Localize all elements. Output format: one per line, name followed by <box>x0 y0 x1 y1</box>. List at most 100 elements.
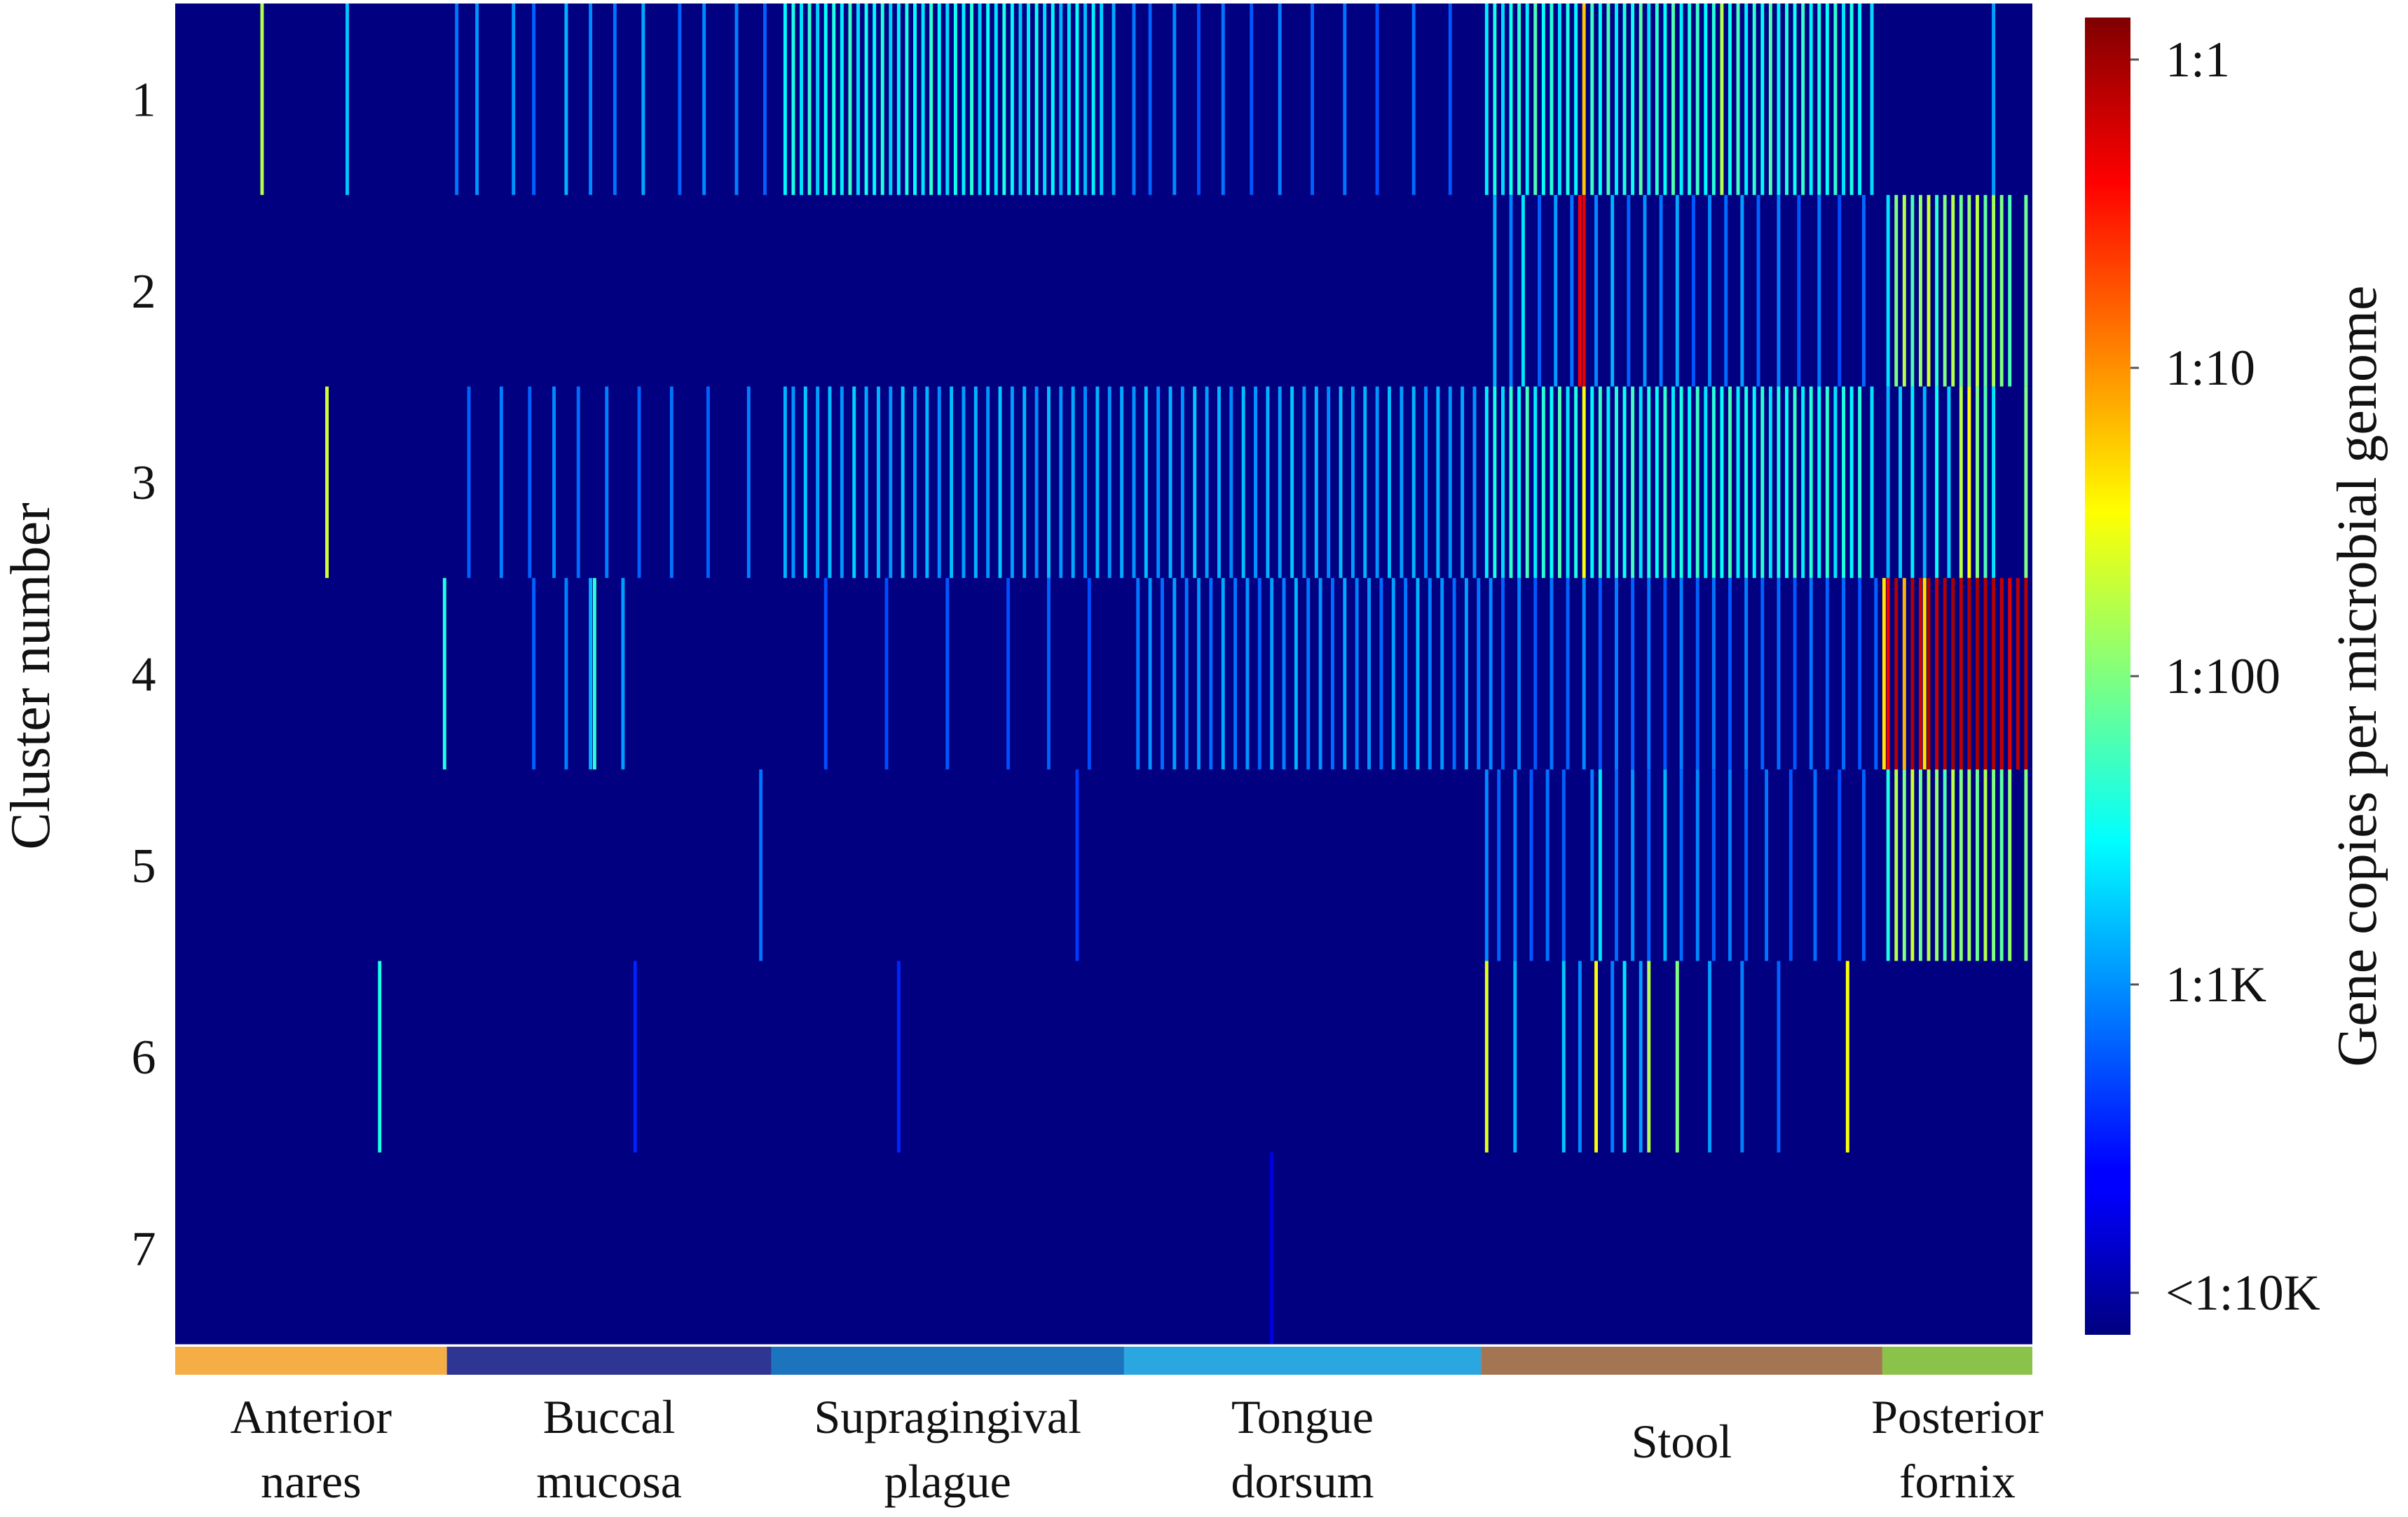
heatmap-cell <box>1100 4 1104 195</box>
heatmap-cell <box>1034 386 1039 578</box>
heatmap-cell <box>1992 577 1996 770</box>
body-site-label: dorsum <box>1231 1455 1374 1508</box>
body-site-label: mucosa <box>536 1455 682 1508</box>
heatmap-cell <box>1809 386 1813 578</box>
heatmap-cell <box>1136 577 1140 770</box>
heatmap-cell <box>1793 386 1797 578</box>
heatmap-cell <box>1270 1152 1274 1344</box>
heatmap-cell <box>532 577 536 770</box>
heatmap-cell <box>1367 577 1371 770</box>
body-site-label: Posterior <box>1871 1390 2044 1443</box>
heatmap-cell <box>1992 4 1996 195</box>
heatmap-cell <box>1598 769 1602 961</box>
heatmap-cell <box>1120 386 1124 578</box>
heatmap-cell <box>1833 386 1838 578</box>
heatmap-cell <box>986 4 990 195</box>
heatmap-cell <box>1870 4 1874 195</box>
body-site-labels: Anterior nares Buccal mucosa Supragingival pl… <box>231 1390 2044 1508</box>
heatmap-cell <box>702 4 706 195</box>
body-site-label: Anterior <box>231 1390 392 1443</box>
heatmap-cell <box>978 4 982 195</box>
heatmap-cell <box>1472 386 1477 578</box>
heatmap-cell <box>1894 577 1899 770</box>
heatmap-cell <box>1606 4 1610 195</box>
heatmap-cell <box>1910 769 1915 961</box>
heatmap-cell <box>1404 577 1408 770</box>
heatmap-cell <box>1250 4 1254 195</box>
row-tick-label: 2 <box>132 265 156 319</box>
heatmap-cell <box>1838 769 1842 961</box>
heatmap-cell <box>1428 577 1432 770</box>
heatmap-cell <box>1894 769 1899 961</box>
heatmap-row-2 <box>175 195 2032 387</box>
heatmap-cell <box>564 577 568 770</box>
heatmap-cell <box>1172 4 1177 195</box>
heatmap-cell <box>1197 577 1200 770</box>
heatmap-cell <box>1034 4 1039 195</box>
row-tick-labels: 1 2 3 4 5 6 7 <box>132 74 156 1277</box>
heatmap-cell <box>1282 577 1286 770</box>
heatmap-cell <box>1095 386 1100 578</box>
heatmap-cell <box>1728 769 1732 961</box>
heatmap-cell <box>807 4 812 195</box>
heatmap-cell <box>1695 577 1699 770</box>
heatmap-cell <box>840 4 844 195</box>
row-tick-label: 6 <box>132 1031 156 1085</box>
heatmap-cell <box>1813 769 1817 961</box>
heatmap-cell <box>1513 961 1517 1153</box>
heatmap-cell <box>1509 4 1513 195</box>
heatmap-cell <box>1691 195 1695 387</box>
heatmap-cell <box>1760 4 1765 195</box>
heatmap-cell <box>1801 386 1805 578</box>
heatmap-cells <box>175 4 2032 1345</box>
heatmap-cell <box>889 386 893 578</box>
heatmap-cell <box>1756 195 1760 387</box>
heatmap-cell <box>1022 386 1027 578</box>
body-site-segment <box>175 1347 447 1375</box>
heatmap-cell <box>1975 386 1979 578</box>
heatmap-cell <box>1161 577 1164 770</box>
heatmap-cell <box>1144 386 1148 578</box>
heatmap-cell <box>1391 577 1395 770</box>
heatmap-cell <box>576 386 580 578</box>
heatmap-cell <box>1671 386 1675 578</box>
heatmap-cell <box>1311 4 1315 195</box>
heatmap-cell <box>1793 577 1797 770</box>
heatmap-cell <box>1788 769 1793 961</box>
heatmap-cell <box>1695 386 1699 578</box>
heatmap-cell <box>1631 769 1635 961</box>
heatmap-cell <box>1610 961 1615 1153</box>
heatmap-cell <box>1043 4 1047 195</box>
heatmap-cell <box>1922 386 1927 578</box>
heatmap-cell <box>1849 386 1854 578</box>
heatmap-cell <box>1484 769 1489 961</box>
heatmap-cell <box>475 4 479 195</box>
heatmap-cell <box>1148 577 1152 770</box>
heatmap-cell <box>913 4 917 195</box>
heatmap-cell <box>613 4 617 195</box>
heatmap-cell <box>1180 386 1184 578</box>
y-axis-label: Cluster number <box>0 502 62 849</box>
heatmap-cell <box>945 4 950 195</box>
heatmap-cell <box>1590 4 1594 195</box>
heatmap-cell <box>1663 4 1667 195</box>
heatmap-cell <box>1046 577 1051 770</box>
heatmap-cell <box>1711 4 1716 195</box>
heatmap-cell <box>1983 577 1988 770</box>
heatmap-cell <box>873 4 877 195</box>
heatmap-cell <box>589 577 593 770</box>
heatmap-cell <box>929 4 933 195</box>
heatmap-cell <box>1051 4 1055 195</box>
heatmap-cell <box>1132 386 1136 578</box>
colorbar-tick-label: 1:10 <box>2166 340 2255 396</box>
heatmap-cell <box>1010 4 1014 195</box>
heatmap-cell <box>1647 386 1651 578</box>
heatmap-cell <box>1411 4 1416 195</box>
heatmap-cell <box>1902 195 1906 387</box>
heatmap-cell <box>1882 577 1886 770</box>
heatmap-cell <box>1951 769 1955 961</box>
heatmap-cell <box>816 4 820 195</box>
heatmap-cell <box>1550 4 1554 195</box>
heatmap-cell <box>1886 577 1890 770</box>
